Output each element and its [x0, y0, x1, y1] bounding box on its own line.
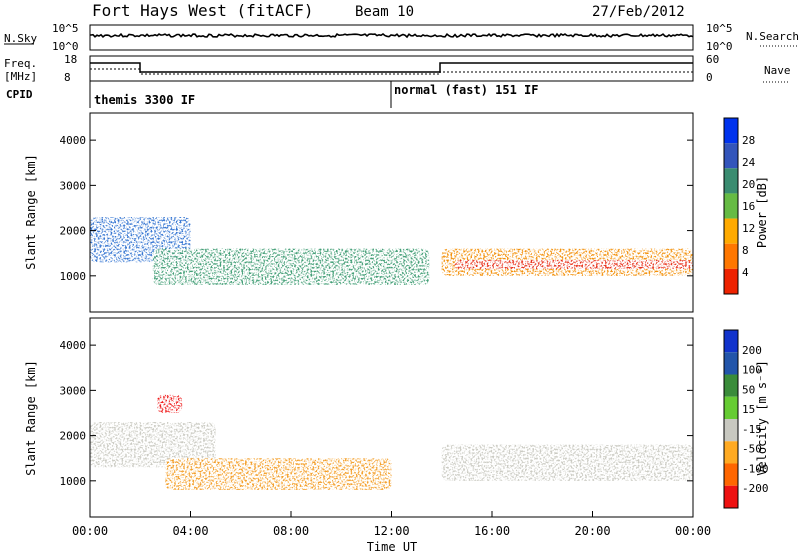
- colorbar-segment: [724, 143, 738, 169]
- colorbar-tick-label: 12: [742, 222, 755, 235]
- colorbar-segment: [724, 485, 738, 508]
- nave-label: Nave: [764, 64, 791, 77]
- x-tick-label: 04:00: [172, 524, 208, 538]
- x-tick-label: 00:00: [675, 524, 711, 538]
- colorbar-segment: [724, 193, 738, 219]
- colorbar-tick-label: 100: [742, 364, 762, 377]
- y-tick-label: 2000: [60, 225, 87, 238]
- colorbar-segment: [724, 243, 738, 269]
- colorbar-tick-label: -100: [742, 462, 769, 475]
- colorbar-segment: [724, 118, 738, 144]
- colorbar-tick-label: 15: [742, 403, 755, 416]
- colorbar-segment: [724, 441, 738, 464]
- freq-tick-top: 18: [64, 53, 77, 66]
- x-tick-label: 20:00: [574, 524, 610, 538]
- colorbar-segment: [724, 463, 738, 486]
- colorbar-segment: [724, 218, 738, 244]
- plot-title: Fort Hays West (fitACF): [92, 1, 314, 20]
- cpid-label: CPID: [6, 88, 33, 101]
- x-axis-label: Time UT: [367, 540, 418, 554]
- colorbar-tick-label: 28: [742, 134, 755, 147]
- cpid-segment-2: normal (fast) 151 IF: [394, 83, 539, 97]
- echo-region: [90, 422, 216, 468]
- freq-label: Freq.: [4, 57, 37, 70]
- colorbar-segment: [724, 374, 738, 397]
- y-tick-label: 3000: [60, 179, 87, 192]
- echo-region: [454, 259, 693, 270]
- nave-tick-bottom: 0: [706, 71, 713, 84]
- colorbar-frame: [723, 329, 739, 509]
- y-tick-label: 4000: [60, 339, 87, 352]
- y-tick-label: 4000: [60, 134, 87, 147]
- colorbar-tick-label: 20: [742, 178, 755, 191]
- freq-trace: [90, 62, 693, 73]
- velocity-colorbar-label: Velocity [m s⁻¹]: [755, 360, 769, 476]
- x-tick-label: 08:00: [273, 524, 309, 538]
- noise-left-label: N.Sky: [4, 32, 37, 45]
- noise-left-tick-bottom: 10^0: [52, 40, 79, 53]
- x-tick-label: 00:00: [72, 524, 108, 538]
- velocity-panel: 1000 2000 3000 4000 Slant Range [km] 200 100…: [24, 317, 769, 518]
- y-tick-label: 1000: [60, 475, 87, 488]
- freq-tick-bottom: 8: [64, 71, 71, 84]
- colorbar-tick-label: 4: [742, 266, 749, 279]
- colorbar-segment: [724, 419, 738, 442]
- colorbar-tick-label: -50: [742, 443, 762, 456]
- noise-trace: [90, 32, 694, 39]
- frequency-panel: Freq. [MHz] 18 8 60 0 Nave CPID themis 3…: [4, 53, 791, 108]
- colorbar-tick-label: 16: [742, 200, 755, 213]
- echo-region: [441, 444, 693, 481]
- echo-region: [165, 458, 392, 490]
- colorbar-segment: [724, 330, 738, 353]
- noise-right-label: N.Search: [746, 30, 799, 43]
- colorbar-frame: [723, 117, 739, 295]
- power-ylabel: Slant Range [km]: [24, 154, 38, 270]
- plot-date: 27/Feb/2012: [592, 4, 685, 20]
- colorbar-segment: [724, 352, 738, 375]
- colorbar-segment: [724, 268, 738, 294]
- colorbar-tick-label: -200: [742, 482, 769, 495]
- y-tick-label: 3000: [60, 384, 87, 397]
- echo-region: [152, 248, 430, 285]
- x-tick-label: 12:00: [373, 524, 409, 538]
- colorbar-tick-label: 8: [742, 244, 749, 257]
- noise-left-tick-top: 10^5: [52, 22, 79, 35]
- nave-tick-top: 60: [706, 53, 719, 66]
- cpid-segment-1: themis 3300 IF: [94, 93, 195, 107]
- colorbar-tick-label: -15: [742, 423, 762, 436]
- power-colorbar-label: Power [dB]: [755, 176, 769, 248]
- freq-unit-label: [MHz]: [4, 70, 37, 83]
- nave-trace: [90, 68, 693, 75]
- velocity-ylabel: Slant Range [km]: [24, 360, 38, 476]
- echo-region: [157, 394, 183, 413]
- power-panel: 1000 2000 3000 4000 Slant Range [km] 4 8 12 16…: [24, 112, 769, 313]
- beam-label: Beam 10: [355, 4, 414, 20]
- colorbar-tick-label: 50: [742, 383, 755, 396]
- colorbar-tick-label: 200: [742, 344, 762, 357]
- x-tick-label: 16:00: [474, 524, 510, 538]
- noise-panel: N.Sky 10^5 10^0 10^5 10^0 N.Search: [4, 22, 799, 53]
- noise-right-tick-top: 10^5: [706, 22, 733, 35]
- colorbar-segment: [724, 168, 738, 194]
- colorbar-segment: [724, 396, 738, 419]
- colorbar-tick-label: 24: [742, 156, 756, 169]
- y-tick-label: 2000: [60, 430, 87, 443]
- noise-right-tick-bottom: 10^0: [706, 40, 733, 53]
- y-tick-label: 1000: [60, 270, 87, 283]
